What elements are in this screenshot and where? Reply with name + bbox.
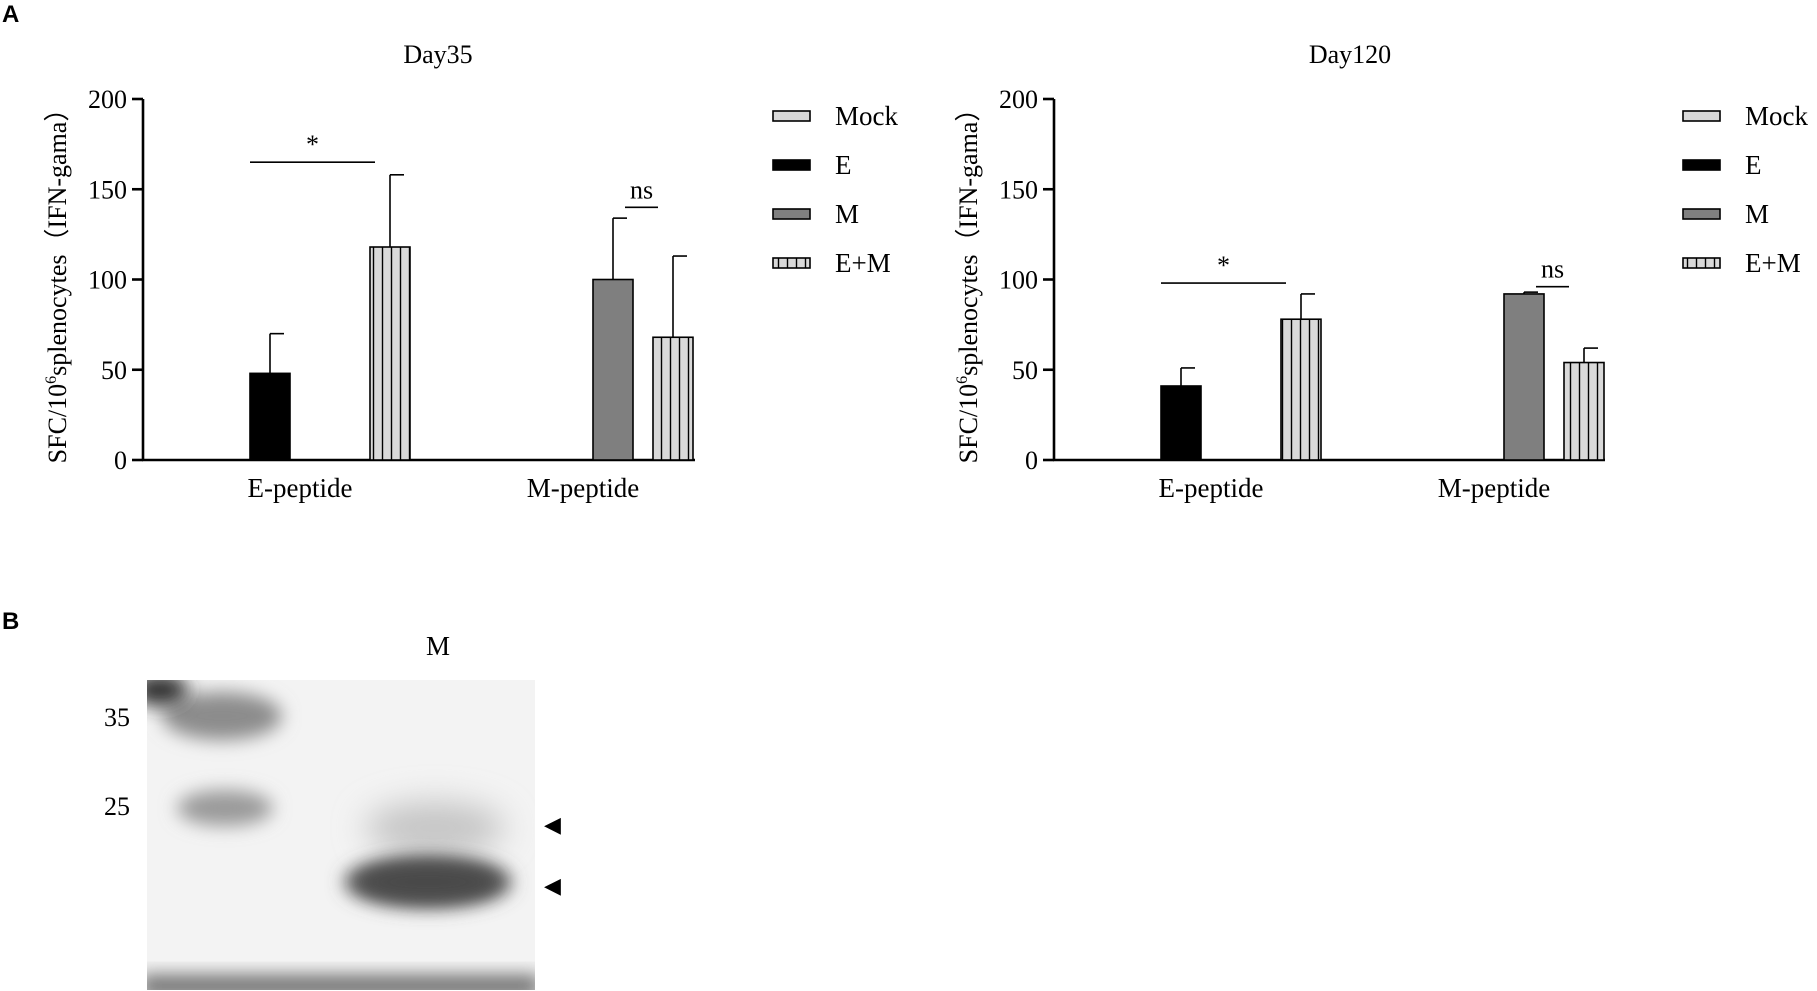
- legend-swatch-mock: [1682, 110, 1721, 122]
- y-tick-label: 200: [88, 85, 127, 114]
- bar-e-m-0: [369, 246, 411, 461]
- m-lane-strong-core: [358, 864, 498, 900]
- category-label: M-peptide: [1438, 473, 1550, 503]
- significance-label: ns: [1541, 255, 1564, 284]
- blot-bottom-edge: [147, 975, 535, 990]
- y-tick-label: 150: [88, 175, 127, 204]
- y-axis-label: SFC/106splenocytes（IFN-gama）: [954, 96, 983, 464]
- panel-label-b: B: [2, 608, 19, 635]
- bar-e-m-1: [652, 336, 694, 461]
- western-blot: M 35 25 ◀ ◀: [104, 631, 561, 990]
- bar-e-0: [1160, 385, 1202, 461]
- arrow-lower-band: ◀: [544, 874, 561, 899]
- chart-title: Day35: [403, 40, 472, 69]
- ladder-band-35: [162, 692, 282, 740]
- bar-e-m-0: [1280, 318, 1322, 461]
- significance-label: *: [1217, 251, 1230, 280]
- significance-label: ns: [630, 175, 653, 204]
- legend-label: Mock: [835, 101, 898, 131]
- legend-label: E: [835, 150, 852, 180]
- panel-label-a: A: [2, 1, 19, 28]
- y-tick-label: 200: [999, 85, 1038, 114]
- chart-title: Day120: [1309, 40, 1391, 69]
- y-tick-label: 150: [999, 175, 1038, 204]
- chart-day35: Day35 0 50 100 150 200 SFC/106splenocytes（IFN-…: [43, 40, 898, 503]
- legend-swatch-e: [772, 159, 811, 171]
- bar-m-1: [592, 278, 634, 461]
- ladder-band-25: [177, 790, 273, 826]
- legend-label: M: [1745, 199, 1769, 229]
- chart-day120: Day120 0 50 100 150 200 SFC/106splenocytes（IFN…: [954, 40, 1808, 503]
- bar-e-0: [249, 372, 291, 461]
- legend-swatch-e: [1682, 159, 1721, 171]
- category-label: E-peptide: [1159, 473, 1264, 503]
- legend-swatch-e-m: [772, 257, 811, 269]
- legend-label: E+M: [1745, 248, 1801, 278]
- y-tick-label: 50: [101, 356, 127, 385]
- legend-swatch-m: [772, 208, 811, 220]
- category-label: M-peptide: [527, 473, 639, 503]
- y-tick-label: 100: [999, 266, 1038, 295]
- m-lane-faint-band: [365, 802, 505, 854]
- legend-swatch-m: [1682, 208, 1721, 220]
- bar-m-1: [1503, 293, 1545, 461]
- blot-corner-shadow: [147, 680, 188, 706]
- y-tick-label: 50: [1012, 356, 1038, 385]
- legend-swatch-e-m: [1682, 257, 1721, 269]
- y-tick-label: 0: [1025, 446, 1038, 475]
- blot-lane-label: M: [426, 631, 450, 661]
- y-axis-label: SFC/106splenocytes（IFN-gama）: [43, 96, 72, 464]
- blot-marker-25: 25: [104, 792, 130, 821]
- arrow-upper-band: ◀: [544, 813, 561, 838]
- y-tick-label: 100: [88, 266, 127, 295]
- legend-label: E: [1745, 150, 1762, 180]
- category-label: E-peptide: [248, 473, 353, 503]
- legend-label: M: [835, 199, 859, 229]
- blot-marker-35: 35: [104, 703, 130, 732]
- y-tick-label: 0: [114, 446, 127, 475]
- bar-e-m-1: [1563, 361, 1605, 461]
- legend-swatch-mock: [772, 110, 811, 122]
- legend-label: E+M: [835, 248, 891, 278]
- legend-label: Mock: [1745, 101, 1808, 131]
- significance-label: *: [306, 130, 319, 159]
